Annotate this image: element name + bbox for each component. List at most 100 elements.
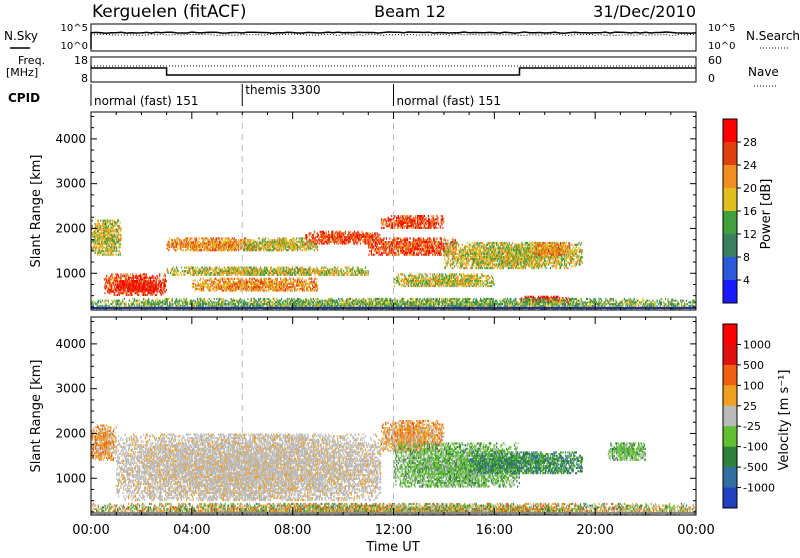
echo-cell <box>115 225 116 227</box>
echo-cell <box>281 249 282 251</box>
echo-cell <box>111 285 112 287</box>
echo-cell <box>391 215 392 217</box>
freq-right-tick-low: 0 <box>708 72 715 85</box>
echo-cell <box>194 286 195 288</box>
echo-cell <box>184 267 185 269</box>
nsky-label: N.Sky <box>4 29 38 43</box>
echo-cell <box>339 274 340 276</box>
echo-cell <box>154 280 155 282</box>
echo-cell <box>357 243 358 245</box>
echo-cell <box>251 239 252 241</box>
echo-cell <box>193 279 194 281</box>
echo-cell <box>389 223 390 225</box>
echo-cell <box>315 236 316 238</box>
echo-cell <box>436 237 437 239</box>
echo-cell <box>299 274 300 276</box>
echo-cell <box>130 273 131 275</box>
echo-cell <box>394 285 395 287</box>
echo-cell <box>381 227 382 229</box>
echo-cell <box>207 279 208 281</box>
echo-cell <box>360 243 361 245</box>
noise-left-tick-high: 10^5 <box>61 23 88 34</box>
beam-label: Beam 12 <box>374 2 446 21</box>
echo-cell <box>309 239 310 241</box>
echo-cell <box>337 267 338 269</box>
echo-cell <box>302 249 303 251</box>
echo-cell <box>279 249 280 251</box>
echo-cell <box>307 283 308 285</box>
echo-cell <box>194 279 195 281</box>
echo-cell <box>305 243 306 245</box>
echo-cell <box>113 254 114 256</box>
echo-cell <box>190 237 191 239</box>
echo-cell <box>297 249 298 251</box>
echo-cell <box>252 278 253 280</box>
nsky-line <box>91 32 696 49</box>
echo-cell <box>399 283 400 285</box>
echo-cell <box>345 232 346 234</box>
echo-cell <box>158 284 159 286</box>
echo-cell <box>432 254 433 256</box>
echo-cell <box>182 270 183 272</box>
echo-cell <box>399 278 400 280</box>
echo-cell <box>369 241 370 243</box>
echo-cell <box>436 227 437 229</box>
echo-cell <box>284 267 285 269</box>
echo-cell <box>422 285 423 287</box>
echo-cell <box>213 237 214 239</box>
echo-cell <box>396 254 397 256</box>
echo-cell <box>317 249 318 251</box>
echo-cell <box>151 289 152 291</box>
echo-cell <box>292 268 293 270</box>
echo-cell <box>104 254 105 256</box>
cpid-label: CPID <box>8 91 40 105</box>
echo-cell <box>374 254 375 256</box>
echo-cell <box>204 290 205 292</box>
echo-cell <box>145 294 146 296</box>
echo-cell <box>173 267 174 269</box>
echo-cell <box>369 250 370 252</box>
echo-cell <box>413 227 414 229</box>
echo-cell <box>438 223 439 225</box>
echo-cell <box>362 274 363 276</box>
echo-cell <box>199 241 200 243</box>
echo-cell <box>117 250 118 252</box>
echo-cell <box>399 254 400 256</box>
echo-cell <box>300 249 301 251</box>
frequency-line <box>91 68 696 75</box>
echo-cell <box>315 278 316 280</box>
echo-cell <box>304 290 305 292</box>
echo-cell <box>445 239 446 241</box>
echo-cell <box>371 254 372 256</box>
echo-cell <box>211 274 212 276</box>
echo-cell <box>190 274 191 276</box>
echo-cell <box>440 227 441 229</box>
echo-cell <box>297 288 298 290</box>
cpid-segment-label: themis 3300 <box>245 83 320 97</box>
echo-cell <box>92 220 93 222</box>
echo-cell <box>415 218 416 220</box>
echo-cell <box>415 254 416 256</box>
echo-cell <box>309 278 310 280</box>
echo-cell <box>185 270 186 272</box>
echo-cell <box>296 237 297 239</box>
echo-cell <box>308 290 309 292</box>
echo-cell <box>139 280 140 282</box>
echo-cell <box>304 237 305 239</box>
echo-cell <box>404 215 405 217</box>
echo-cell <box>410 237 411 239</box>
echo-cell <box>365 267 366 269</box>
echo-cell <box>161 284 162 286</box>
echo-cell <box>115 294 116 296</box>
echo-cell <box>353 274 354 276</box>
echo-cell <box>110 220 111 222</box>
echo-cell <box>121 288 122 290</box>
echo-cell <box>368 254 369 256</box>
echo-cell <box>441 254 442 256</box>
echo-cell <box>200 278 201 280</box>
echo-cell <box>372 239 373 241</box>
echo-cell <box>394 248 395 250</box>
